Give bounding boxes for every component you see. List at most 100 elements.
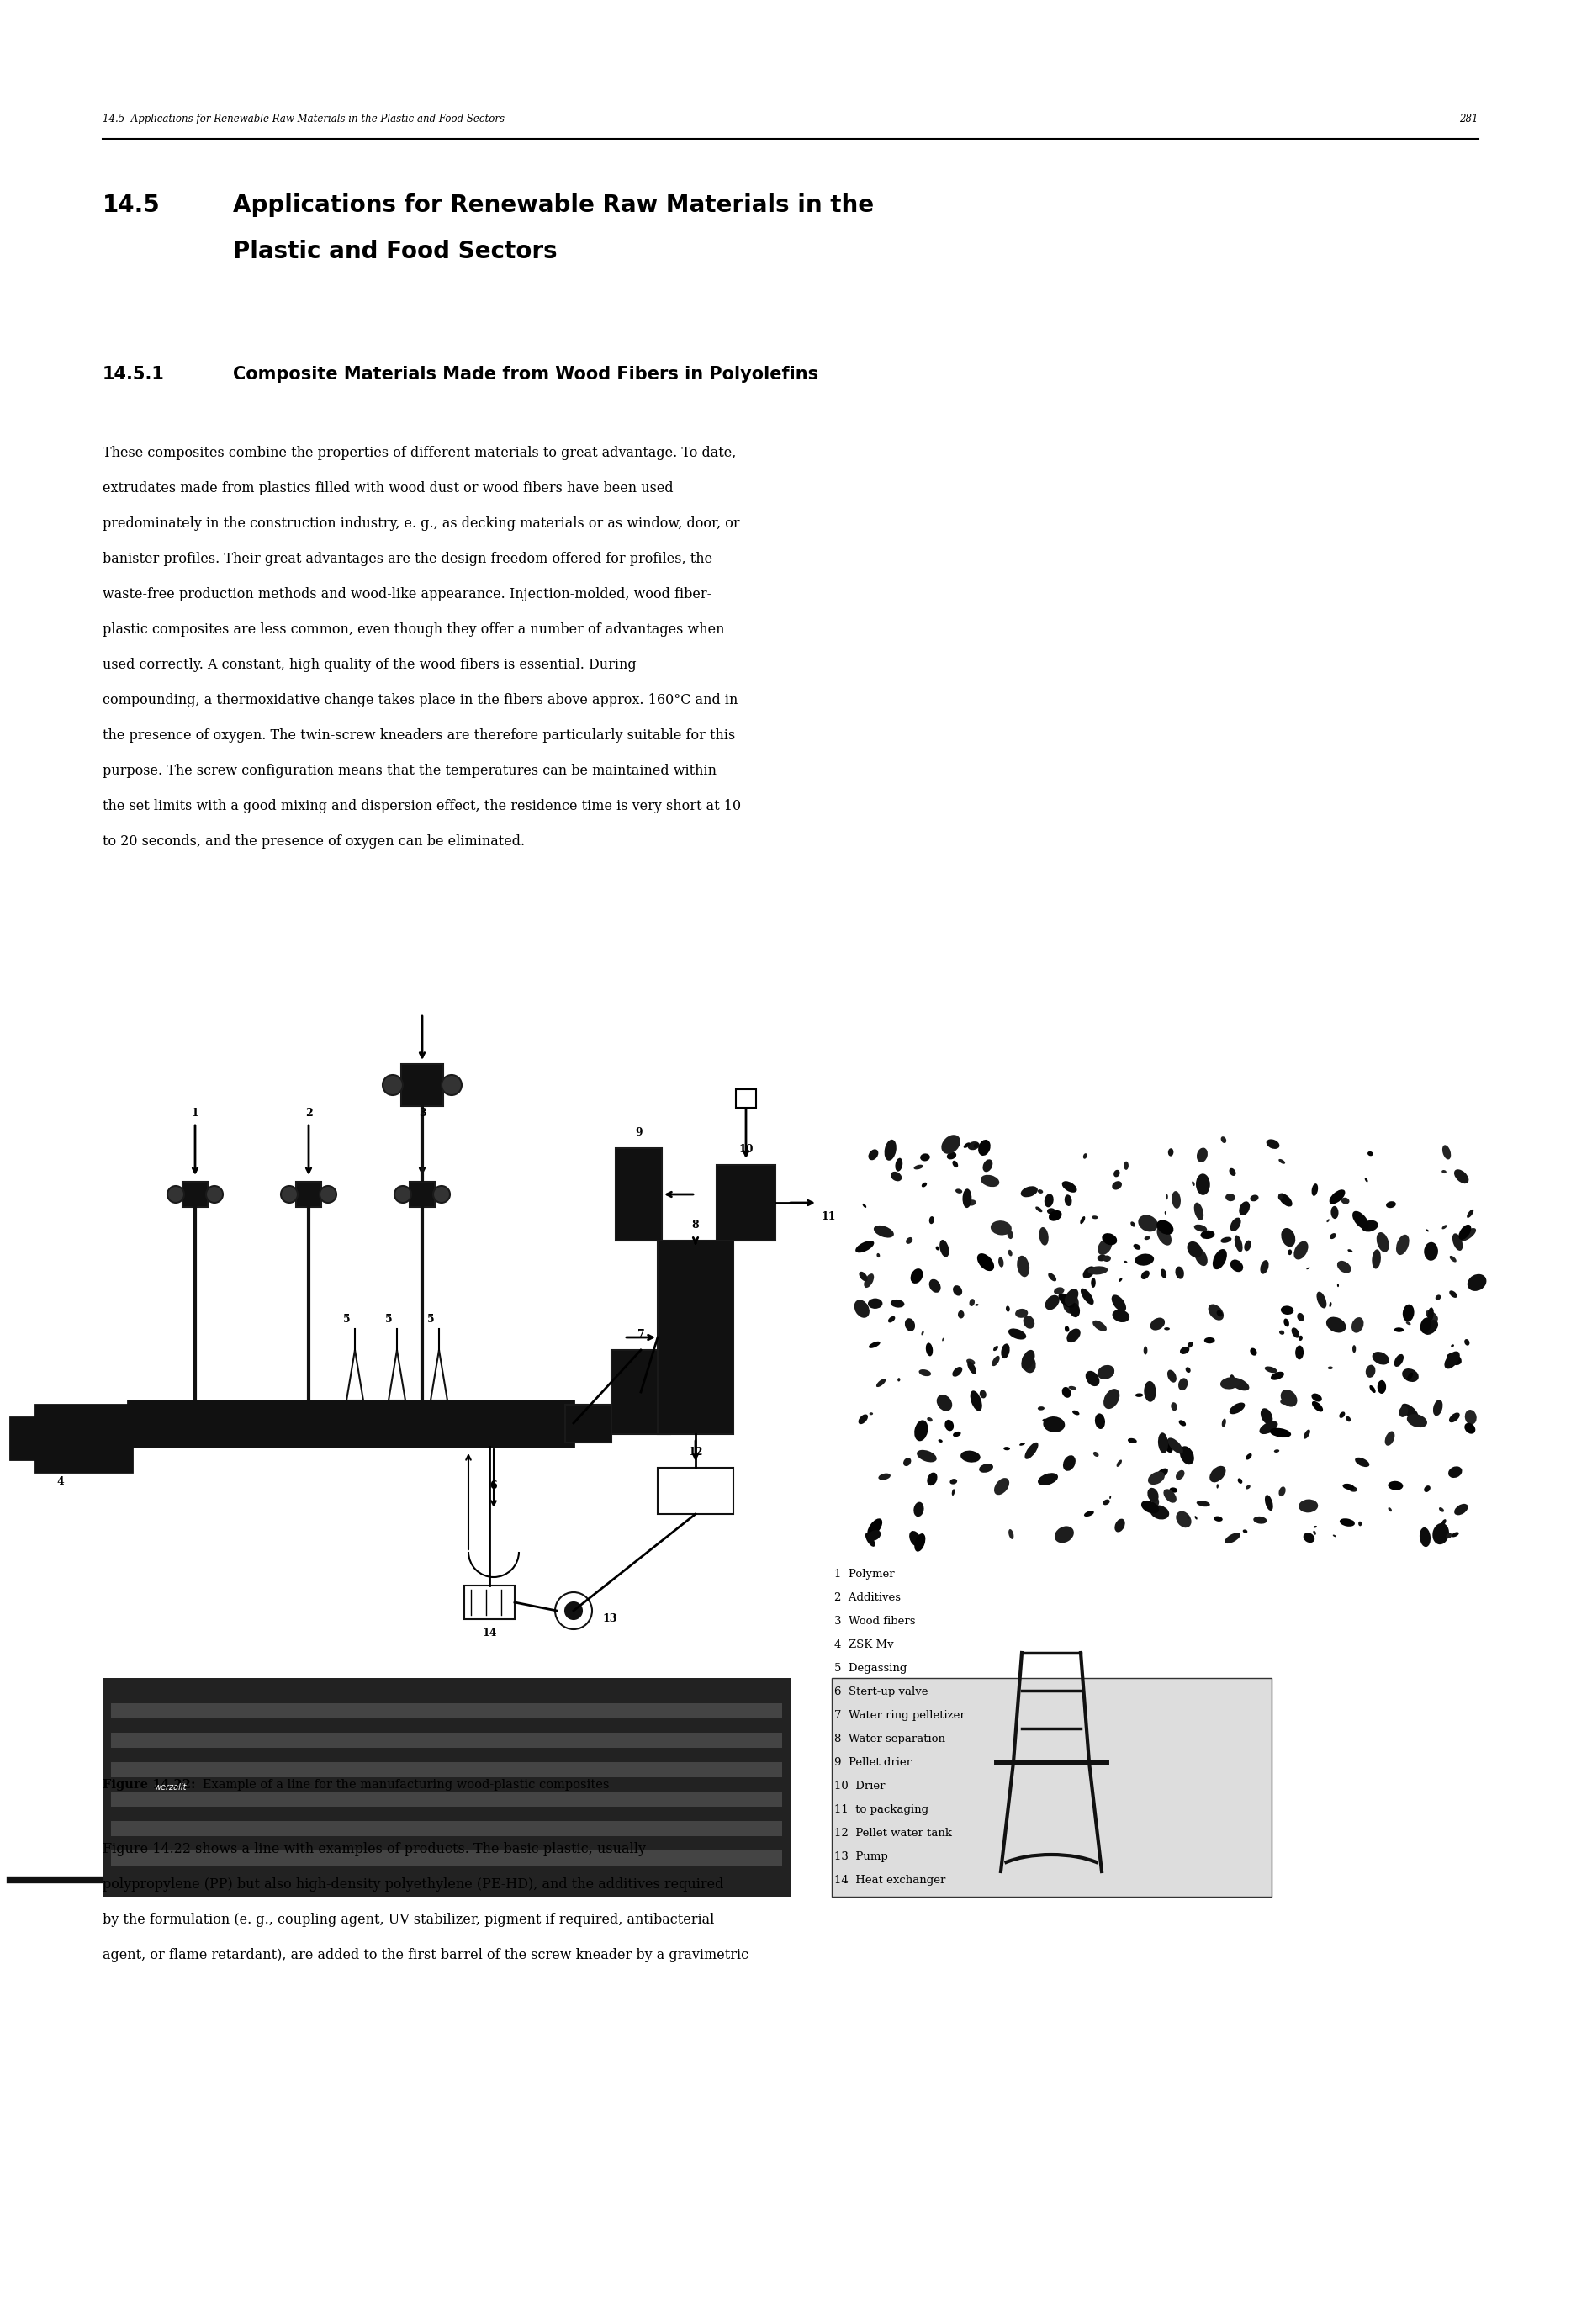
Ellipse shape bbox=[1230, 1404, 1244, 1413]
Ellipse shape bbox=[1045, 1195, 1054, 1206]
Ellipse shape bbox=[914, 1164, 924, 1169]
Text: the set limits with a good mixing and dispersion effect, the residence time is v: the set limits with a good mixing and di… bbox=[102, 799, 742, 813]
Ellipse shape bbox=[1329, 1234, 1335, 1239]
Ellipse shape bbox=[869, 1341, 880, 1348]
Ellipse shape bbox=[1235, 1236, 1243, 1253]
Ellipse shape bbox=[1230, 1218, 1241, 1232]
Ellipse shape bbox=[1342, 1197, 1349, 1204]
Bar bbox=[182, 1183, 207, 1206]
Ellipse shape bbox=[958, 1311, 965, 1318]
Bar bbox=[831, 1678, 1271, 1896]
Text: 14.5  Applications for Renewable Raw Materials in the Plastic and Food Sectors: 14.5 Applications for Renewable Raw Mate… bbox=[102, 114, 504, 125]
Ellipse shape bbox=[1112, 1181, 1122, 1190]
Ellipse shape bbox=[1251, 1348, 1257, 1355]
Ellipse shape bbox=[1156, 1227, 1172, 1246]
Ellipse shape bbox=[1086, 1371, 1100, 1385]
Ellipse shape bbox=[1175, 1267, 1185, 1278]
Ellipse shape bbox=[1082, 1153, 1087, 1160]
Ellipse shape bbox=[1037, 1190, 1043, 1195]
Ellipse shape bbox=[1280, 1390, 1298, 1406]
Ellipse shape bbox=[1428, 1308, 1434, 1322]
Ellipse shape bbox=[895, 1157, 903, 1171]
Ellipse shape bbox=[1246, 1485, 1251, 1490]
Text: 1  Polymer: 1 Polymer bbox=[834, 1569, 894, 1580]
Ellipse shape bbox=[888, 1315, 895, 1322]
Bar bbox=[611, 1350, 671, 1434]
Ellipse shape bbox=[867, 1529, 881, 1541]
Text: 9: 9 bbox=[635, 1127, 643, 1139]
Ellipse shape bbox=[1020, 1443, 1026, 1446]
Ellipse shape bbox=[1337, 1283, 1338, 1287]
Ellipse shape bbox=[1221, 1236, 1232, 1243]
Text: predominately in the construction industry, e. g., as decking materials or as wi: predominately in the construction indust… bbox=[102, 516, 740, 530]
Text: 9  Pellet drier: 9 Pellet drier bbox=[834, 1757, 911, 1769]
Ellipse shape bbox=[1265, 1367, 1277, 1373]
Text: 6  Stert-up valve: 6 Stert-up valve bbox=[834, 1687, 928, 1697]
Ellipse shape bbox=[1246, 1452, 1252, 1459]
Text: 11: 11 bbox=[822, 1211, 836, 1222]
Ellipse shape bbox=[1035, 1206, 1042, 1213]
Ellipse shape bbox=[971, 1390, 982, 1411]
Text: 7  Water ring pelletizer: 7 Water ring pelletizer bbox=[834, 1710, 965, 1720]
Bar bbox=[112, 1762, 782, 1778]
Ellipse shape bbox=[980, 1176, 999, 1188]
Text: compounding, a thermoxidative change takes place in the fibers above approx. 160: compounding, a thermoxidative change tak… bbox=[102, 693, 738, 706]
Ellipse shape bbox=[1009, 1529, 1013, 1538]
Ellipse shape bbox=[1024, 1443, 1038, 1459]
Text: to 20 seconds, and the presence of oxygen can be eliminated.: to 20 seconds, and the presence of oxyge… bbox=[102, 834, 525, 848]
Ellipse shape bbox=[1313, 1532, 1316, 1534]
Ellipse shape bbox=[905, 1318, 914, 1332]
Ellipse shape bbox=[1045, 1294, 1059, 1311]
Bar bbox=[102, 1678, 790, 1896]
Ellipse shape bbox=[1403, 1304, 1414, 1322]
Ellipse shape bbox=[1068, 1385, 1076, 1390]
Ellipse shape bbox=[1117, 1459, 1122, 1466]
Circle shape bbox=[383, 1076, 402, 1095]
Ellipse shape bbox=[1444, 1350, 1459, 1369]
Text: 2  Additives: 2 Additives bbox=[834, 1592, 900, 1604]
Ellipse shape bbox=[1230, 1260, 1243, 1271]
Ellipse shape bbox=[1354, 1457, 1370, 1466]
Ellipse shape bbox=[884, 1139, 897, 1160]
Bar bbox=[35, 1404, 132, 1471]
Ellipse shape bbox=[1097, 1255, 1106, 1262]
Ellipse shape bbox=[1092, 1320, 1106, 1332]
Ellipse shape bbox=[1023, 1315, 1035, 1329]
Ellipse shape bbox=[1144, 1236, 1150, 1241]
Ellipse shape bbox=[1398, 1406, 1408, 1418]
Ellipse shape bbox=[1095, 1413, 1104, 1429]
Ellipse shape bbox=[1225, 1532, 1241, 1543]
Ellipse shape bbox=[1084, 1511, 1093, 1518]
Circle shape bbox=[555, 1592, 592, 1629]
Ellipse shape bbox=[1092, 1215, 1098, 1220]
Ellipse shape bbox=[903, 1457, 911, 1466]
Ellipse shape bbox=[1021, 1185, 1038, 1197]
Ellipse shape bbox=[941, 1134, 960, 1153]
Bar bbox=[112, 1850, 782, 1866]
Text: 5: 5 bbox=[342, 1313, 350, 1325]
Ellipse shape bbox=[955, 1190, 963, 1195]
Ellipse shape bbox=[983, 1160, 993, 1171]
Text: 13: 13 bbox=[603, 1613, 617, 1624]
Ellipse shape bbox=[1329, 1301, 1332, 1306]
Ellipse shape bbox=[1251, 1195, 1258, 1202]
Ellipse shape bbox=[1208, 1304, 1224, 1320]
Ellipse shape bbox=[960, 1450, 980, 1462]
Ellipse shape bbox=[1433, 1522, 1448, 1545]
Ellipse shape bbox=[922, 1183, 927, 1188]
Ellipse shape bbox=[1284, 1318, 1290, 1327]
Text: by the formulation (e. g., coupling agent, UV stabilizer, pigment if required, a: by the formulation (e. g., coupling agen… bbox=[102, 1913, 715, 1927]
Ellipse shape bbox=[1186, 1515, 1189, 1520]
Ellipse shape bbox=[1216, 1485, 1219, 1487]
Ellipse shape bbox=[1136, 1394, 1144, 1397]
Ellipse shape bbox=[1244, 1241, 1251, 1250]
Ellipse shape bbox=[968, 1362, 976, 1373]
Ellipse shape bbox=[1009, 1250, 1012, 1257]
Ellipse shape bbox=[966, 1199, 976, 1206]
Ellipse shape bbox=[952, 1367, 963, 1376]
Circle shape bbox=[479, 1411, 509, 1441]
Ellipse shape bbox=[1348, 1250, 1353, 1253]
Ellipse shape bbox=[1467, 1208, 1474, 1218]
Ellipse shape bbox=[1144, 1380, 1156, 1401]
Bar bbox=[9, 1418, 39, 1459]
